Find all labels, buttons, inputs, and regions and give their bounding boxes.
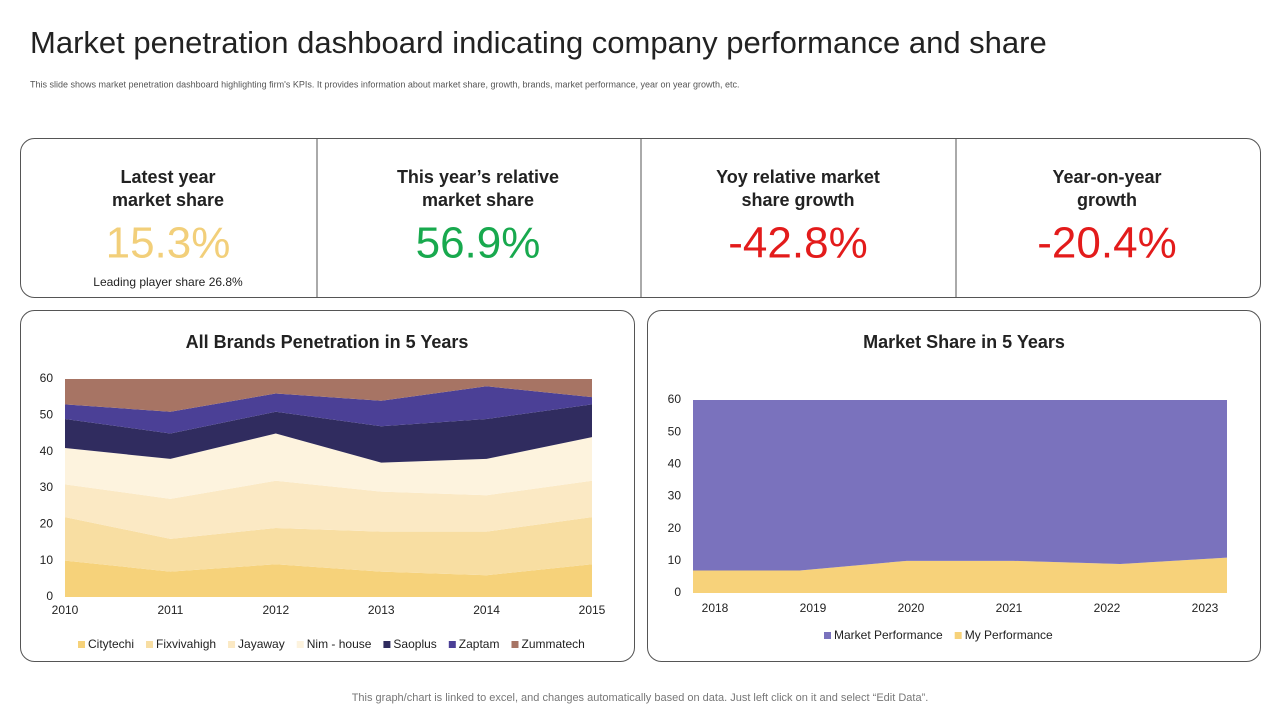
legend-label: Fixvivahigh bbox=[156, 637, 216, 651]
area bbox=[693, 557, 1227, 593]
kpi-note: Leading player share 26.8% bbox=[93, 275, 243, 289]
y-tick-label: 40 bbox=[40, 444, 54, 458]
y-tick-label: 40 bbox=[668, 457, 682, 471]
x-tick-label: 2013 bbox=[368, 603, 395, 617]
x-tick-label: 2021 bbox=[996, 601, 1023, 615]
y-tick-label: 0 bbox=[46, 589, 53, 603]
y-tick-label: 10 bbox=[668, 553, 682, 567]
kpi-panel bbox=[20, 138, 1261, 298]
kpi-value: -20.4% bbox=[1037, 219, 1176, 268]
kpi-label: This year’s relative bbox=[397, 167, 559, 187]
legend-label: Jayaway bbox=[238, 637, 285, 651]
legend-swatch bbox=[824, 632, 831, 639]
y-tick-label: 50 bbox=[668, 424, 682, 438]
y-tick-label: 0 bbox=[674, 585, 681, 599]
x-tick-label: 2011 bbox=[157, 603, 183, 617]
legend-swatch bbox=[228, 641, 236, 648]
area bbox=[65, 404, 592, 463]
legend-label: Zummatech bbox=[521, 637, 584, 651]
kpi-value: 56.9% bbox=[416, 219, 541, 268]
y-tick-label: 10 bbox=[40, 553, 54, 567]
x-tick-label: 2020 bbox=[898, 601, 925, 615]
kpi-label: Yoy relative market bbox=[716, 167, 880, 187]
chart-title: Market Share in 5 Years bbox=[863, 332, 1065, 352]
kpi-value: 15.3% bbox=[106, 219, 231, 268]
legend-swatch bbox=[448, 641, 456, 648]
kpi-label: market share bbox=[112, 190, 224, 210]
y-tick-label: 30 bbox=[40, 480, 54, 494]
y-tick-label: 20 bbox=[40, 517, 54, 531]
area bbox=[65, 386, 592, 434]
kpi-label: market share bbox=[422, 190, 534, 210]
area bbox=[693, 400, 1227, 571]
legend-swatch bbox=[511, 641, 519, 648]
y-tick-label: 50 bbox=[40, 408, 54, 422]
legend-swatch bbox=[383, 641, 391, 648]
legend-label: Zaptam bbox=[459, 637, 500, 651]
kpi-label: share growth bbox=[741, 190, 854, 210]
legend-swatch bbox=[78, 641, 85, 648]
area bbox=[65, 560, 592, 597]
kpi-label: growth bbox=[1077, 190, 1137, 210]
y-tick-label: 20 bbox=[668, 521, 682, 535]
page-subtitle: This slide shows market penetration dash… bbox=[30, 79, 740, 89]
y-tick-label: 60 bbox=[40, 371, 54, 385]
area bbox=[65, 433, 592, 499]
legend-label: My Performance bbox=[965, 628, 1053, 642]
x-tick-label: 2015 bbox=[579, 603, 606, 617]
y-tick-label: 30 bbox=[668, 489, 682, 503]
kpi-label: Latest year bbox=[120, 167, 215, 187]
x-tick-label: 2010 bbox=[52, 603, 79, 617]
y-tick-label: 60 bbox=[668, 392, 682, 406]
legend-swatch bbox=[954, 632, 962, 639]
area bbox=[65, 480, 592, 539]
x-tick-label: 2019 bbox=[800, 601, 827, 615]
legend-label: Nim - house bbox=[307, 637, 372, 651]
legend-swatch bbox=[296, 641, 304, 648]
kpi-label: Year-on-year bbox=[1052, 167, 1161, 187]
footer: This graph/chart is linked to excel, and… bbox=[352, 692, 929, 704]
x-tick-label: 2022 bbox=[1094, 601, 1121, 615]
legend-swatch bbox=[146, 641, 154, 648]
legend-label: Saoplus bbox=[393, 637, 436, 651]
x-tick-label: 2012 bbox=[262, 603, 289, 617]
x-tick-label: 2014 bbox=[473, 603, 500, 617]
chart-panel bbox=[647, 310, 1261, 662]
chart-panel bbox=[20, 310, 635, 662]
x-tick-label: 2018 bbox=[702, 601, 729, 615]
x-tick-label: 2023 bbox=[1192, 601, 1219, 615]
legend-label: Market Performance bbox=[834, 628, 943, 642]
page-title: Market penetration dashboard indicating … bbox=[30, 25, 1047, 60]
area bbox=[65, 379, 592, 412]
legend-label: Citytechi bbox=[88, 637, 134, 651]
chart-title: All Brands Penetration in 5 Years bbox=[186, 332, 469, 352]
kpi-value: -42.8% bbox=[728, 219, 867, 268]
